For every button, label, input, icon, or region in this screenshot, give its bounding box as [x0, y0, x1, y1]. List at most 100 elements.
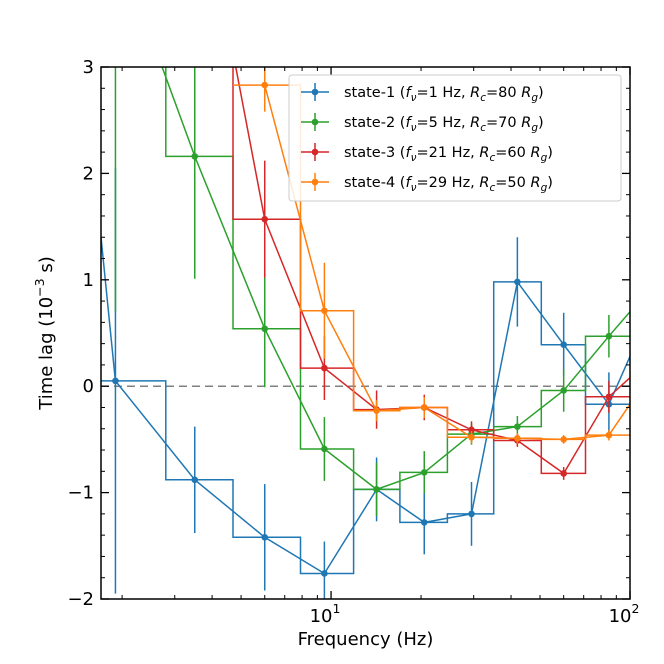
legend-label: state-2 (fν=5 Hz, Rc=70 Rg): [344, 115, 544, 134]
plot-area: [101, 67, 630, 599]
plot-frame: [100, 66, 631, 600]
y-axis-label-main: Time lag (10: [36, 297, 57, 411]
legend-r-sub: c: [489, 182, 495, 194]
legend-name: state-2 (: [344, 115, 405, 131]
legend-entry-state-4: state-4 (fν=29 Hz, Rc=50 Rg): [301, 173, 553, 194]
legend-label: state-1 (fν=1 Hz, Rc=80 Rg): [344, 85, 544, 104]
state-1-point-2: [261, 533, 269, 541]
legend-label: state-4 (fν=29 Hz, Rc=50 Rg): [344, 175, 553, 194]
legend-r: R: [470, 115, 480, 131]
y-axis-label-exp: −3: [32, 278, 47, 296]
state-1-point-3: [321, 570, 328, 577]
legend-rg-sub: g: [541, 152, 548, 164]
legend-name: state-4 (: [344, 175, 405, 191]
x-axis-label: Frequency (Hz): [298, 629, 434, 650]
legend-r-val: =50: [495, 175, 530, 191]
legend-r: R: [479, 145, 489, 161]
legend-rg: R: [521, 115, 531, 131]
state-4-point-1: [321, 307, 328, 314]
state-2-point-2: [261, 325, 269, 333]
legend: state-1 (fν=1 Hz, Rc=80 Rg)state-2 (fν=5…: [288, 74, 622, 202]
state-1-step-histogram: [101, 281, 630, 575]
legend-f-sub: ν: [411, 92, 417, 104]
state-1-curve: [101, 237, 630, 575]
legend-entry-state-2: state-2 (fν=5 Hz, Rc=70 Rg): [301, 113, 544, 134]
y-tick-label: 0: [83, 376, 94, 397]
legend-rg-sub: g: [541, 182, 548, 194]
state-1-point-8: [560, 341, 567, 349]
legend-f: f: [405, 145, 412, 161]
legend-r-val: =80: [486, 85, 521, 101]
legend-rg: R: [521, 85, 531, 101]
legend-marker: [311, 118, 319, 126]
y-tick-label: 3: [83, 57, 94, 78]
state-2-point-5: [420, 469, 428, 476]
y-axis-label-unit: s): [36, 256, 57, 278]
state-1-point-7: [514, 278, 521, 286]
legend-f: f: [405, 85, 412, 101]
state-2-point-4: [373, 486, 380, 493]
state-2-point-3: [321, 445, 328, 453]
legend-f-val: =21 Hz,: [416, 145, 479, 161]
legend-entry-state-1: state-1 (fν=1 Hz, Rc=80 Rg): [301, 83, 544, 104]
y-tick-label: 2: [83, 163, 94, 184]
state-2-point-8: [560, 387, 567, 394]
state-1-point-6: [468, 510, 475, 518]
legend-entry-state-3: state-3 (fν=21 Hz, Rc=60 Rg): [301, 143, 553, 164]
state-4-point-4: [468, 433, 475, 441]
legend-marker: [311, 178, 319, 186]
legend-marker: [311, 148, 319, 156]
legend-label: state-3 (fν=21 Hz, Rc=60 Rg): [344, 145, 553, 164]
x-tick-label-exp: 1: [333, 601, 341, 616]
y-tick-label: −2: [67, 589, 94, 610]
state-2-step-histogram: [165, 67, 630, 491]
legend-marker: [311, 88, 319, 96]
legend-name: state-3 (: [344, 145, 405, 161]
state-1-point-5: [420, 519, 428, 526]
legend-f-sub: ν: [411, 152, 417, 164]
legend-r-sub: c: [480, 122, 486, 134]
legend-close: ): [547, 175, 553, 191]
state-3-point-2: [321, 364, 328, 372]
state-2-curve: [161, 67, 630, 491]
series-group: [101, 67, 630, 599]
legend-rg: R: [530, 175, 540, 191]
state-2-point-1: [191, 153, 199, 160]
state-4-point-0: [261, 81, 269, 89]
legend-f: f: [405, 175, 412, 191]
legend-rg-sub: g: [531, 122, 538, 134]
y-tick-label: −1: [67, 483, 94, 504]
legend-name: state-1 (: [344, 85, 405, 101]
state-4-point-2: [373, 407, 380, 414]
legend-close: ): [547, 145, 553, 161]
state-4-point-7: [605, 431, 613, 439]
y-tick-label: 1: [83, 270, 94, 291]
state-1-point-1: [191, 476, 199, 484]
legend-f-sub: ν: [411, 122, 417, 134]
legend-r-sub: c: [480, 92, 486, 104]
state-3-point-5: [468, 426, 475, 434]
legend-f-sub: ν: [411, 182, 417, 194]
legend-rg: R: [530, 145, 540, 161]
legend-f-val: =5 Hz,: [416, 115, 470, 131]
legend-box: [288, 74, 622, 202]
legend-r: R: [470, 85, 480, 101]
state-2-point-9: [605, 332, 613, 340]
state-4-series: [233, 67, 630, 444]
x-tick-label-exp: 2: [631, 601, 639, 616]
state-4-point-5: [514, 435, 521, 442]
legend-f-val: =1 Hz,: [416, 85, 470, 101]
legend-f-val: =29 Hz,: [416, 175, 479, 191]
x-tick-label-base: 10: [609, 606, 632, 627]
state-3-point-7: [560, 470, 567, 477]
state-1-point-0: [112, 377, 119, 385]
state-4-point-6: [560, 436, 567, 443]
legend-close: ): [538, 85, 544, 101]
legend-r-sub: c: [489, 152, 495, 164]
state-3-curve: [234, 67, 630, 475]
state-3-point-8: [605, 393, 613, 401]
legend-close: ): [538, 115, 544, 131]
legend-r-val: =70: [486, 115, 521, 131]
